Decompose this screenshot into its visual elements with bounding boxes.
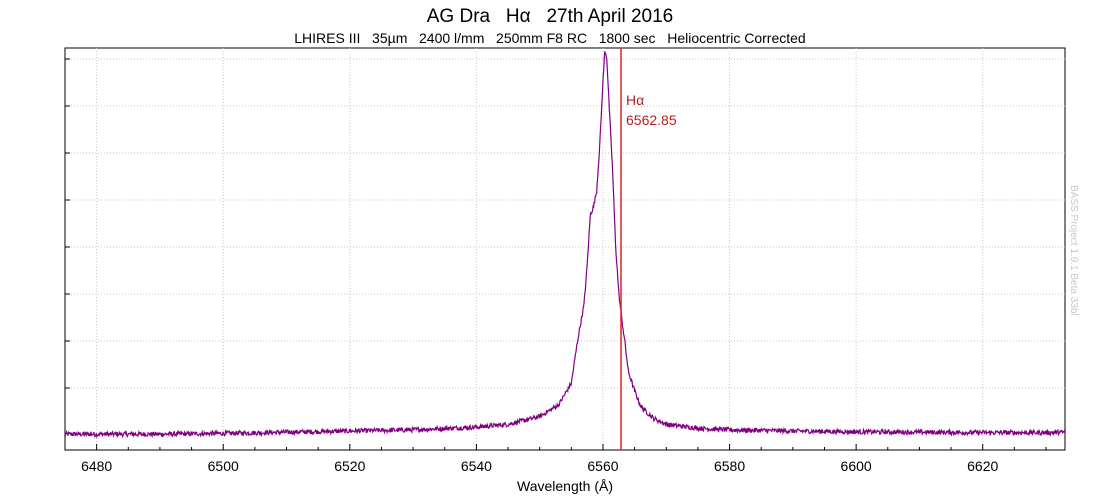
x-tick-label: 6480 [81,458,112,474]
software-watermark: BASS Project 1.9.1 Beta 33bl [1068,185,1079,316]
chart-subtitle: LHIRES III 35µm 2400 l/mm 250mm F8 RC 18… [294,30,806,46]
x-tick-label: 6580 [714,458,745,474]
plot-frame [64,47,1066,451]
h-alpha-marker-label: Hα [626,92,644,108]
h-alpha-marker-value: 6562.85 [626,112,677,128]
x-tick-label: 6560 [587,458,618,474]
x-tick-label: 6540 [461,458,492,474]
x-axis-ticks: 6480 6500 6520 6540 6560 6580 6600 6620 [64,58,1047,474]
spectrum-line [64,51,1066,439]
grid [65,48,1065,450]
x-tick-label: 6600 [841,458,872,474]
chart-title: AG Dra Hα 27th April 2016 [426,6,674,27]
x-tick-label: 6520 [334,458,365,474]
x-axis-label: Wavelength (Å) [517,478,613,494]
x-tick-label: 6500 [208,458,239,474]
x-tick-label: 6620 [967,458,998,474]
